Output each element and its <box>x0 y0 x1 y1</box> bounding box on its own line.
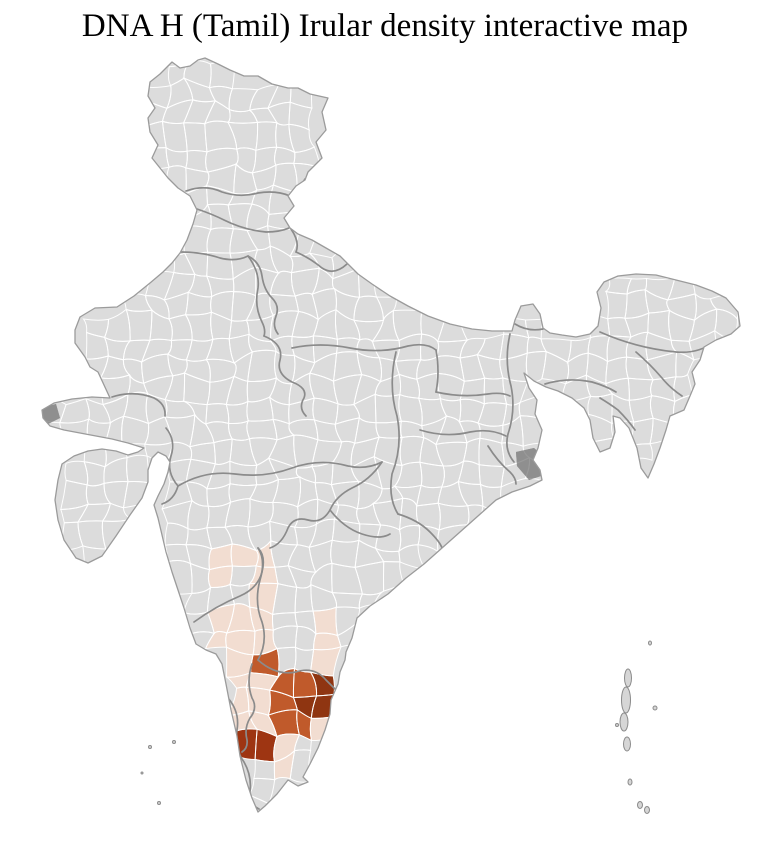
coastline <box>41 57 741 813</box>
page-title: DNA H (Tamil) Irular density interactive… <box>81 8 689 44</box>
islands-andaman-lakshadweep[interactable] <box>140 640 658 814</box>
india-landmass[interactable] <box>42 58 740 812</box>
density-zones[interactable] <box>205 540 341 780</box>
